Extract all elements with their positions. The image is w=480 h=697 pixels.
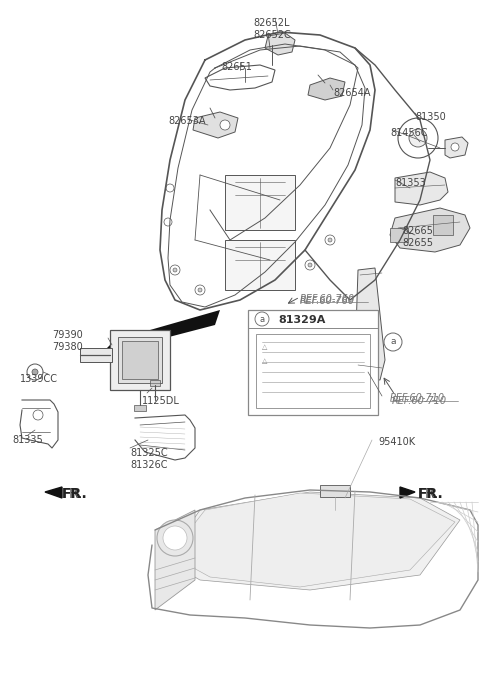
Polygon shape	[193, 112, 238, 138]
Text: 1125DL: 1125DL	[142, 396, 180, 406]
Bar	[248, 310, 378, 415]
Bar	[225, 175, 295, 230]
Bar	[122, 341, 158, 379]
Text: 81335: 81335	[12, 435, 43, 445]
Polygon shape	[205, 65, 275, 90]
Text: 82652L
82652C: 82652L 82652C	[253, 18, 291, 40]
Text: 82653A: 82653A	[168, 116, 205, 126]
Text: FR.: FR.	[62, 487, 88, 501]
Text: a: a	[259, 314, 264, 323]
Text: REF.60-760: REF.60-760	[300, 296, 355, 306]
Circle shape	[220, 120, 230, 130]
Circle shape	[33, 410, 43, 420]
Polygon shape	[100, 310, 220, 355]
Polygon shape	[155, 510, 195, 610]
Text: 81325C
81326C: 81325C 81326C	[130, 448, 168, 470]
Circle shape	[384, 333, 402, 351]
Circle shape	[163, 526, 187, 550]
Circle shape	[328, 238, 332, 242]
Circle shape	[173, 268, 177, 272]
Text: 81329A: 81329A	[278, 315, 325, 325]
Bar	[134, 405, 146, 411]
Bar	[110, 330, 170, 390]
Polygon shape	[45, 487, 62, 498]
Circle shape	[195, 285, 205, 295]
Bar	[390, 228, 408, 242]
Polygon shape	[170, 493, 455, 587]
Polygon shape	[445, 137, 468, 158]
Bar	[118, 337, 162, 383]
Polygon shape	[355, 268, 385, 380]
Bar	[80, 348, 112, 362]
Text: 82654A: 82654A	[333, 88, 371, 98]
Text: FR.: FR.	[418, 487, 440, 501]
Text: REF.60-710: REF.60-710	[390, 393, 445, 403]
Text: △: △	[262, 358, 267, 364]
Polygon shape	[395, 172, 448, 205]
Bar	[225, 240, 295, 290]
Circle shape	[409, 129, 427, 147]
Text: 81456C: 81456C	[390, 128, 428, 138]
Circle shape	[308, 263, 312, 267]
Bar	[433, 215, 453, 235]
Bar	[256, 334, 370, 408]
Circle shape	[325, 235, 335, 245]
Text: 1339CC: 1339CC	[20, 374, 58, 384]
Text: 82651: 82651	[222, 62, 252, 72]
Circle shape	[170, 265, 180, 275]
Bar	[150, 380, 160, 386]
Circle shape	[164, 218, 172, 226]
Text: a: a	[390, 337, 396, 346]
Circle shape	[255, 312, 269, 326]
Text: 81353: 81353	[395, 178, 426, 188]
Text: REF.60-760: REF.60-760	[300, 294, 355, 304]
Circle shape	[27, 364, 43, 380]
Bar	[320, 485, 350, 497]
Text: 82665
82655: 82665 82655	[402, 226, 433, 247]
Circle shape	[305, 260, 315, 270]
Polygon shape	[400, 487, 415, 498]
Circle shape	[198, 288, 202, 292]
Text: FR.: FR.	[418, 487, 444, 501]
Polygon shape	[165, 492, 460, 590]
Text: △: △	[262, 344, 267, 350]
Circle shape	[166, 184, 174, 192]
Circle shape	[451, 143, 459, 151]
Circle shape	[157, 520, 193, 556]
Polygon shape	[265, 33, 295, 55]
Text: 79390
79380: 79390 79380	[52, 330, 83, 351]
Circle shape	[32, 369, 38, 375]
Circle shape	[398, 118, 438, 158]
Text: FR.: FR.	[62, 487, 84, 501]
Text: 81350: 81350	[415, 112, 446, 122]
Polygon shape	[308, 78, 345, 100]
Polygon shape	[390, 208, 470, 252]
Text: 95410K: 95410K	[378, 437, 415, 447]
Text: REF.60-710: REF.60-710	[392, 396, 447, 406]
